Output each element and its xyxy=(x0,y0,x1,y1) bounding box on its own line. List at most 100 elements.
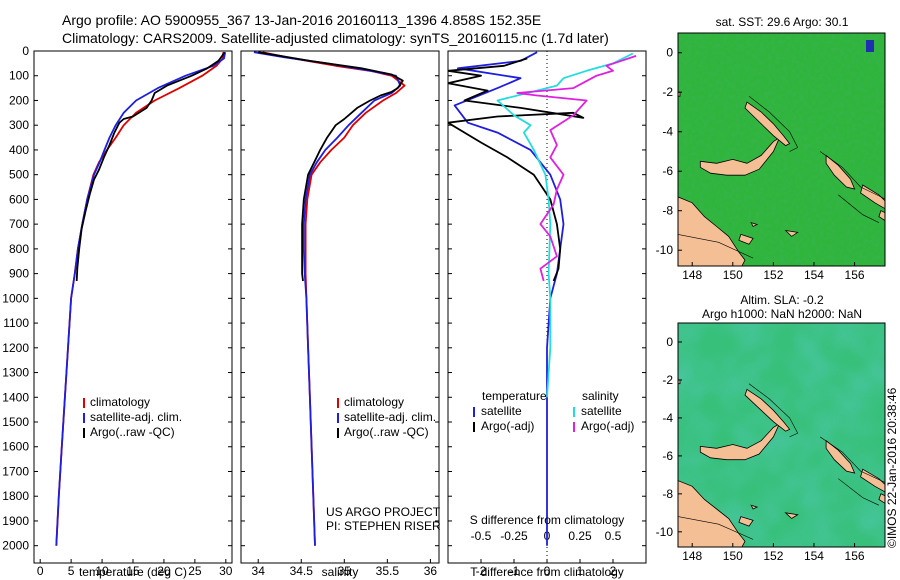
temperature-x-axis: 0 5 10 15 20 25 30 xyxy=(37,559,233,578)
sst-map-title: sat. SST: 29.6 Argo: 30.1 xyxy=(716,15,849,29)
legend-argo: Argo(..raw -QC) xyxy=(90,425,175,439)
x-tick-label: 25 xyxy=(188,564,202,578)
land-polygon xyxy=(744,388,791,432)
series-line-salinity-satellite xyxy=(496,52,634,398)
lat-tick-label: -8 xyxy=(662,487,673,501)
s-diff-tick-label: -0.5 xyxy=(471,529,492,543)
depth-contour xyxy=(678,516,754,540)
difference-legend: temperature satellite Argo(-adj) salinit… xyxy=(473,389,634,433)
depth-tick-label: 700 xyxy=(9,217,29,231)
legend-t-argo: Argo(-adj) xyxy=(481,419,534,433)
land-masses xyxy=(678,91,885,266)
series-line-temperature-argo-adj- xyxy=(448,57,585,282)
temperature-panel: 0100200300400500600700800900100011001200… xyxy=(2,44,233,579)
depth-contour xyxy=(748,95,799,152)
lat-tick-label: 0 xyxy=(666,46,673,60)
s-diff-tick-label: -0.25 xyxy=(500,529,528,543)
depth-tick-label: 800 xyxy=(9,242,29,256)
sla-map-frame xyxy=(677,322,886,548)
legend-salinity-title: salinity xyxy=(582,389,619,403)
temperature-plot-frame xyxy=(33,50,233,564)
depth-tick-label: 500 xyxy=(9,168,29,182)
salinity-legend: climatology satellite-adj. clim. Argo(..… xyxy=(337,395,436,439)
lon-tick-label: 154 xyxy=(804,268,824,282)
depth-tick-label: 1500 xyxy=(2,415,29,429)
legend-s-argo: Argo(-adj) xyxy=(581,419,634,433)
depth-tick-label: 0 xyxy=(22,44,29,58)
sst-map-frame xyxy=(677,32,886,267)
land-polygon xyxy=(678,196,746,266)
series-line-climatology xyxy=(262,51,406,546)
depth-tick-label: 1200 xyxy=(2,341,29,355)
land-polygon xyxy=(699,422,781,461)
sla-map: Altim. SLA: -0.2 Argo h1000: NaN h2000: … xyxy=(656,293,886,563)
series-line-satellite-adj-clim- xyxy=(253,51,402,546)
depth-contour xyxy=(819,151,885,200)
land-polygon xyxy=(825,439,856,474)
legend-s-satellite: satellite xyxy=(581,404,622,418)
land-polygon xyxy=(878,493,885,504)
legend-climatology: climatology xyxy=(344,395,404,409)
legend-temperature-title: temperature xyxy=(482,389,547,403)
land-polygon xyxy=(738,516,754,527)
depth-tick-label: 1700 xyxy=(2,464,29,478)
depth-tick-label: 900 xyxy=(9,267,29,281)
depth-tick-label: 1000 xyxy=(2,291,29,305)
land-polygon xyxy=(750,504,759,510)
lon-tick-label: 148 xyxy=(682,268,702,282)
land-masses xyxy=(678,379,885,547)
lat-tick-label: -6 xyxy=(662,164,673,178)
x-tick-label: 35.5 xyxy=(376,564,400,578)
depth-tick-label: 1100 xyxy=(3,316,29,330)
depth-tick-label: 1600 xyxy=(2,440,29,454)
salinity-panel: 34 34.5 35 35.5 36 salinity climatology sate… xyxy=(240,50,441,579)
pi-annotation: PI: STEPHEN RISER xyxy=(326,519,441,533)
sla-map-subtitle: Argo h1000: NaN h2000: NaN xyxy=(702,307,862,321)
lon-tick-label: 156 xyxy=(845,268,865,282)
x-tick-label: 36 xyxy=(424,564,438,578)
imos-timestamp: ©IMOS 22-Jan-2016 20:38:46 xyxy=(885,387,899,548)
x-tick-label: 1 xyxy=(577,564,584,578)
sla-map-axes: 148 150 152 154 156 0 -2 -4 -6 -8 -10 xyxy=(656,335,865,563)
x-tick-label: 2 xyxy=(610,564,617,578)
sst-map: sat. SST: 29.6 Argo: 30.1 148 150 152 154 15… xyxy=(656,15,886,282)
lon-tick-label: 152 xyxy=(763,268,783,282)
x-tick-label: 0 xyxy=(37,564,44,578)
land-polygon xyxy=(699,136,781,176)
depth-tick-label: 1800 xyxy=(2,489,29,503)
s-diff-tick-label: 0.5 xyxy=(605,529,622,543)
land-polygon xyxy=(825,154,856,190)
land-polygon xyxy=(878,210,885,222)
land-polygon xyxy=(784,229,799,237)
sla-map-title: Altim. SLA: -0.2 xyxy=(740,293,824,307)
lat-tick-label: 0 xyxy=(666,335,673,349)
depth-tick-label: 100 xyxy=(9,69,29,83)
lon-tick-label: 156 xyxy=(845,549,865,563)
t-difference-axis-label: T difference from climatology xyxy=(470,565,624,579)
series-line-climatology xyxy=(55,52,225,546)
difference-plot-frame xyxy=(447,50,647,564)
x-tick-label: 35 xyxy=(338,564,352,578)
temperature-axis-label: temperature (deg C) xyxy=(79,565,187,579)
land-polygon xyxy=(738,233,754,245)
x-tick-label: 34 xyxy=(252,564,266,578)
land-polygon xyxy=(744,101,791,147)
depth-tick-label: 1400 xyxy=(2,390,29,404)
depth-contour xyxy=(838,478,880,506)
series-line-salinity-argo-adj- xyxy=(516,55,637,282)
depth-tick-label: 600 xyxy=(9,192,29,206)
land-polygon xyxy=(750,221,759,228)
land-polygon xyxy=(678,480,746,547)
depth-contour xyxy=(748,383,799,438)
depth-tick-label: 1300 xyxy=(2,366,29,380)
x-tick-label: -2 xyxy=(476,564,487,578)
land-polygon xyxy=(784,512,799,520)
x-tick-label: 5 xyxy=(68,564,75,578)
series-line-argo-raw-qc- xyxy=(75,51,226,282)
x-tick-label: 34.5 xyxy=(290,564,314,578)
salinity-x-axis: 34 34.5 35 35.5 36 xyxy=(241,50,439,578)
depth-tick-label: 400 xyxy=(9,143,29,157)
depth-contour xyxy=(819,436,885,483)
legend-climatology: climatology xyxy=(90,395,150,409)
